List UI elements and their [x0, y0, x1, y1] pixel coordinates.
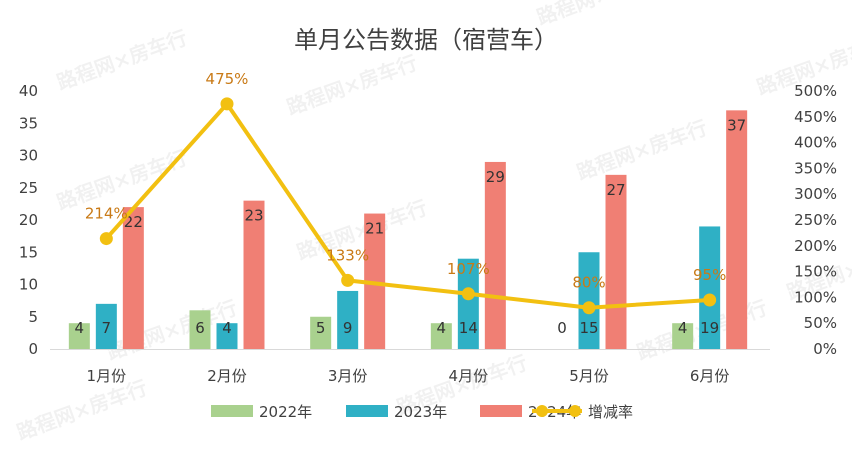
bar	[243, 200, 265, 349]
rate-point	[582, 301, 596, 315]
right-tick-label: 500%	[794, 82, 837, 100]
x-tick-label: 1月份	[87, 367, 127, 385]
left-tick-label: 40	[19, 82, 38, 100]
bar-value-label: 4	[437, 319, 447, 337]
rate-line	[104, 101, 710, 310]
legend-label: 2022年	[259, 403, 312, 421]
bar-value-label: 0	[557, 319, 567, 337]
rate-line-group: 214% 475% 133% 107% 80% 95%	[85, 70, 726, 315]
right-tick-label: 100%	[794, 288, 837, 306]
bar-value-label: 4	[222, 319, 232, 337]
x-tick-label: 5月份	[569, 367, 609, 385]
bar	[699, 226, 721, 349]
rate-point	[461, 287, 475, 301]
bar	[122, 207, 144, 349]
watermark-text: 路程网×房车行	[574, 115, 711, 184]
left-tick-label: 25	[19, 179, 38, 197]
legend-swatch	[480, 405, 522, 417]
rate-point	[341, 273, 355, 287]
rate-value-label: 475%	[206, 70, 249, 88]
right-tick-label: 350%	[794, 159, 837, 177]
rate-value-label: 80%	[572, 274, 605, 292]
right-tick-label: 200%	[794, 237, 837, 255]
right-tick-label: 150%	[794, 263, 837, 281]
right-tick-label: 50%	[804, 314, 837, 332]
bar-value-label: 37	[727, 116, 746, 134]
x-axis: 1月份 2月份 3月份 4月份 5月份 6月份	[87, 367, 730, 385]
bar-value-label: 7	[102, 319, 112, 337]
bar	[310, 316, 332, 349]
bar-value-label: 22	[124, 213, 143, 231]
bar	[68, 323, 90, 349]
bar	[189, 310, 211, 349]
right-tick-label: 250%	[794, 211, 837, 229]
right-tick-label: 400%	[794, 134, 837, 152]
x-tick-label: 4月份	[449, 367, 489, 385]
bar	[216, 323, 238, 349]
bar	[337, 290, 359, 349]
watermark-text: 路程网×房车行	[284, 50, 421, 119]
right-tick-label: 0%	[813, 340, 837, 358]
rate-value-label: 107%	[447, 260, 490, 278]
left-axis: 0 5 10 15 20 25 30 35 40	[19, 82, 38, 358]
legend-swatch	[211, 405, 253, 417]
right-tick-label: 450%	[794, 108, 837, 126]
bar	[672, 323, 694, 349]
left-tick-label: 20	[19, 211, 38, 229]
bar-value-label: 6	[195, 319, 205, 337]
bar-value-label: 23	[244, 207, 263, 225]
bar-value-label: 4	[678, 319, 688, 337]
legend-label: 2023年	[394, 403, 447, 421]
chart-title: 单月公告数据（宿营车）	[294, 26, 558, 54]
bar	[364, 213, 386, 349]
bar	[484, 161, 506, 349]
bar	[726, 110, 748, 349]
rate-value-label: 95%	[693, 266, 726, 284]
bar-value-label: 4	[75, 319, 85, 337]
legend: 2022年2023年2024年增减率	[211, 403, 633, 421]
left-tick-label: 5	[28, 308, 38, 326]
watermark-text: 路程网×房车行	[54, 25, 191, 94]
x-tick-label: 3月份	[328, 367, 368, 385]
bar-value-label: 27	[606, 181, 625, 199]
rate-value-label: 214%	[85, 205, 128, 223]
rate-value-label: 133%	[326, 246, 369, 264]
left-tick-label: 35	[19, 114, 38, 132]
legend-label: 增减率	[588, 403, 633, 421]
right-tick-label: 300%	[794, 185, 837, 203]
bar-value-label: 5	[316, 319, 326, 337]
left-tick-label: 0	[28, 340, 38, 358]
right-axis: 0% 50% 100% 150% 200% 250% 300% 350% 400% 450% 500…	[794, 82, 837, 358]
bar-value-label: 29	[486, 168, 505, 186]
watermark-text: 路程网×房车行	[14, 375, 151, 444]
bar-value-label: 19	[700, 319, 719, 337]
legend-line-marker	[569, 405, 581, 417]
bar	[95, 303, 117, 349]
x-tick-label: 2月份	[207, 367, 247, 385]
rate-point	[99, 232, 113, 246]
rate-point	[703, 293, 717, 307]
bar-value-label: 21	[365, 220, 384, 238]
x-tick-label: 6月份	[690, 367, 730, 385]
rate-point	[220, 97, 234, 111]
bar-value-label: 14	[459, 319, 478, 337]
bar	[578, 252, 600, 349]
bar	[457, 258, 479, 349]
bar-value-label: 9	[343, 319, 353, 337]
left-tick-label: 15	[19, 243, 38, 261]
left-tick-label: 10	[19, 276, 38, 294]
legend-line-marker	[536, 405, 548, 417]
bar-value-label: 15	[579, 319, 598, 337]
bar	[605, 174, 627, 349]
bar	[430, 323, 452, 349]
legend-swatch	[346, 405, 388, 417]
left-tick-label: 30	[19, 147, 38, 165]
